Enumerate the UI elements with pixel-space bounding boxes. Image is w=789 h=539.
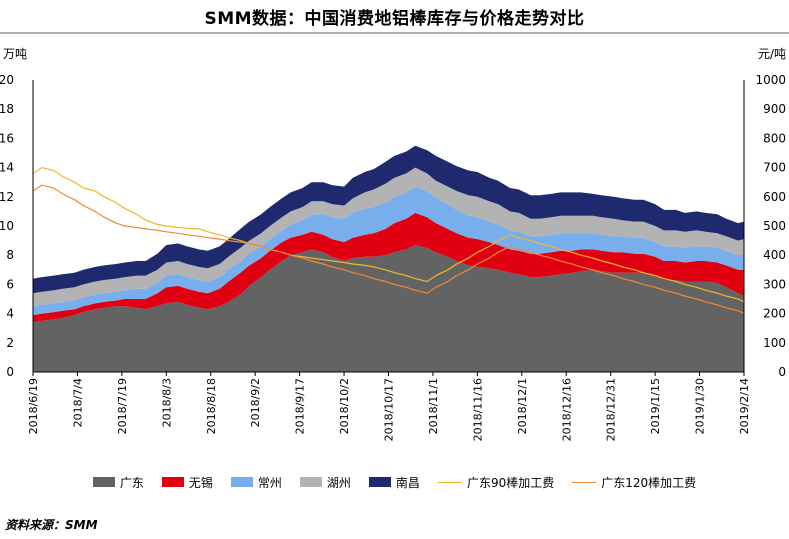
left-tick-label: 0 [6, 365, 14, 379]
legend-item-changzhou: 常州 [230, 474, 282, 491]
left-tick-label: 2 [6, 336, 14, 350]
legend-item-huzhou: 湖州 [299, 474, 351, 491]
legend-swatch [230, 477, 253, 487]
legend-item-nanchang: 南昌 [368, 474, 420, 491]
legend-label: 常州 [257, 475, 282, 490]
area-series-wuxi [33, 212, 744, 323]
legend-label: 广东90棒加工费 [466, 475, 555, 490]
x-tick-label: 2019/1/30 [694, 378, 707, 434]
x-tick-label: 2018/9/2 [249, 378, 262, 427]
area-series-guangdong [33, 245, 744, 372]
area-series-changzhou [33, 186, 744, 316]
right-tick-label: 300 [763, 277, 786, 291]
area-series-huzhou [33, 167, 744, 307]
x-tick-label: 2018/7/4 [71, 378, 84, 427]
source-note: 资料来源：SMM [5, 518, 98, 532]
legend-swatch [437, 481, 462, 483]
right-tick-label: 600 [763, 190, 786, 204]
left-tick-label: 6 [6, 277, 14, 291]
chart-title: SMM数据：中国消费地铝棒库存与价格走势对比 [204, 8, 585, 29]
left-tick-label: 16 [0, 131, 14, 145]
x-tick-label: 2018/9/17 [294, 378, 307, 434]
x-tick-label: 2018/12/31 [605, 378, 618, 441]
legend-swatch [572, 481, 597, 483]
x-tick-label: 2018/10/17 [383, 378, 396, 441]
right-tick-label: 500 [763, 219, 786, 233]
x-tick-label: 2018/6/19 [27, 378, 40, 434]
legend-label: 广东120棒加工费 [601, 475, 697, 490]
left-axis-unit: 万吨 [3, 47, 27, 61]
right-tick-label: 400 [763, 248, 786, 262]
right-tick-label: 200 [763, 307, 786, 321]
left-tick-label: 20 [0, 73, 14, 87]
line-series-gd90 [32, 166, 745, 303]
legend-swatch [299, 477, 322, 487]
legend-item-wuxi: 无锡 [161, 474, 213, 491]
area-series-nanchang [33, 145, 744, 294]
legend-swatch [161, 477, 184, 487]
right-tick-label: 900 [763, 102, 786, 116]
left-tick-label: 8 [6, 248, 14, 262]
x-tick-label: 2019/1/15 [649, 378, 662, 434]
x-tick-label: 2018/8/3 [160, 378, 173, 427]
legend-item-gd90: 广东90棒加工费 [437, 474, 555, 491]
legend: 广东 无锡 常州 湖州 南昌 广东90棒加工费 广东120棒加工费 [0, 472, 789, 492]
legend-label: 无锡 [188, 475, 213, 490]
legend-swatch [92, 477, 115, 487]
legend-swatch [368, 477, 391, 487]
x-tick-label: 2019/2/14 [738, 378, 751, 434]
x-tick-label: 2018/12/1 [516, 378, 529, 434]
legend-label: 湖州 [326, 475, 351, 490]
left-tick-label: 10 [0, 219, 14, 233]
legend-label: 南昌 [395, 475, 420, 490]
legend-item-gd120: 广东120棒加工费 [572, 474, 696, 491]
legend-item-guangdong: 广东 [92, 474, 144, 491]
left-tick-label: 12 [0, 190, 14, 204]
x-tick-label: 2018/11/16 [471, 378, 484, 441]
x-tick-label: 2018/12/16 [560, 378, 573, 441]
x-tick-label: 2018/8/18 [205, 378, 218, 434]
right-axis-unit: 元/吨 [758, 47, 786, 61]
x-tick-label: 2018/7/19 [116, 378, 129, 434]
left-tick-label: 18 [0, 102, 14, 116]
right-tick-label: 1000 [755, 73, 786, 87]
chart-canvas: 万吨 元/吨02468101214161820010020030040050060… [0, 47, 786, 441]
right-tick-label: 100 [763, 336, 786, 350]
right-tick-label: 0 [778, 365, 786, 379]
right-tick-label: 700 [763, 161, 786, 175]
chart-title-bar: SMM数据：中国消费地铝棒库存与价格走势对比 [0, 0, 789, 34]
right-tick-label: 800 [763, 131, 786, 145]
line-series-gd120 [32, 184, 745, 315]
left-tick-label: 4 [6, 307, 14, 321]
x-tick-label: 2018/11/1 [427, 378, 440, 434]
left-tick-label: 14 [0, 161, 14, 175]
legend-label: 广东 [119, 475, 144, 490]
x-tick-label: 2018/10/2 [338, 378, 351, 434]
